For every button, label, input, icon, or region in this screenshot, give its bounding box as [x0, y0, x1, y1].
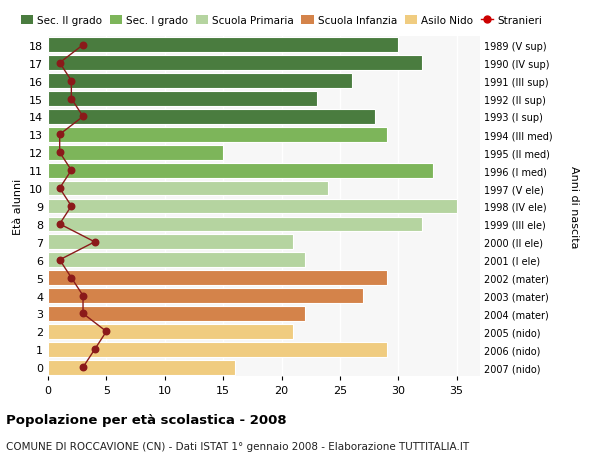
Point [67, 95, 76, 103]
Point [90, 346, 100, 353]
Text: COMUNE DI ROCCAVIONE (CN) - Dati ISTAT 1° gennaio 2008 - Elaborazione TUTTITALIA: COMUNE DI ROCCAVIONE (CN) - Dati ISTAT 1… [6, 441, 469, 451]
Point [67, 203, 76, 210]
Bar [48, 39, 398, 53]
Y-axis label: Età alunni: Età alunni [13, 179, 23, 235]
Bar [48, 199, 457, 214]
Bar [48, 307, 305, 321]
Point [78, 42, 88, 49]
Bar [48, 342, 386, 357]
Bar [48, 181, 328, 196]
Bar [48, 146, 223, 160]
Point [67, 167, 76, 174]
Point [67, 78, 76, 85]
Bar [48, 128, 386, 142]
Bar [48, 360, 235, 375]
Bar [48, 163, 433, 178]
Point [55, 221, 64, 228]
Bar [48, 110, 375, 124]
Bar [48, 217, 422, 232]
Point [78, 113, 88, 121]
Legend: Sec. II grado, Sec. I grado, Scuola Primaria, Scuola Infanzia, Asilo Nido, Stran: Sec. II grado, Sec. I grado, Scuola Prim… [19, 14, 544, 28]
Point [55, 257, 64, 264]
Point [78, 364, 88, 371]
Point [67, 274, 76, 282]
Point [55, 149, 64, 157]
Point [55, 60, 64, 67]
Point [90, 239, 100, 246]
Text: Popolazione per età scolastica - 2008: Popolazione per età scolastica - 2008 [6, 413, 287, 426]
Point [101, 328, 111, 336]
Bar [48, 271, 386, 285]
Bar [48, 92, 317, 106]
Point [78, 310, 88, 318]
Bar [48, 74, 352, 89]
Point [55, 131, 64, 139]
Bar [48, 235, 293, 250]
Point [55, 185, 64, 192]
Point [78, 292, 88, 300]
Bar [48, 56, 422, 71]
Bar [48, 253, 305, 268]
Y-axis label: Anni di nascita: Anni di nascita [569, 165, 580, 248]
Bar [48, 289, 363, 303]
Bar [48, 325, 293, 339]
